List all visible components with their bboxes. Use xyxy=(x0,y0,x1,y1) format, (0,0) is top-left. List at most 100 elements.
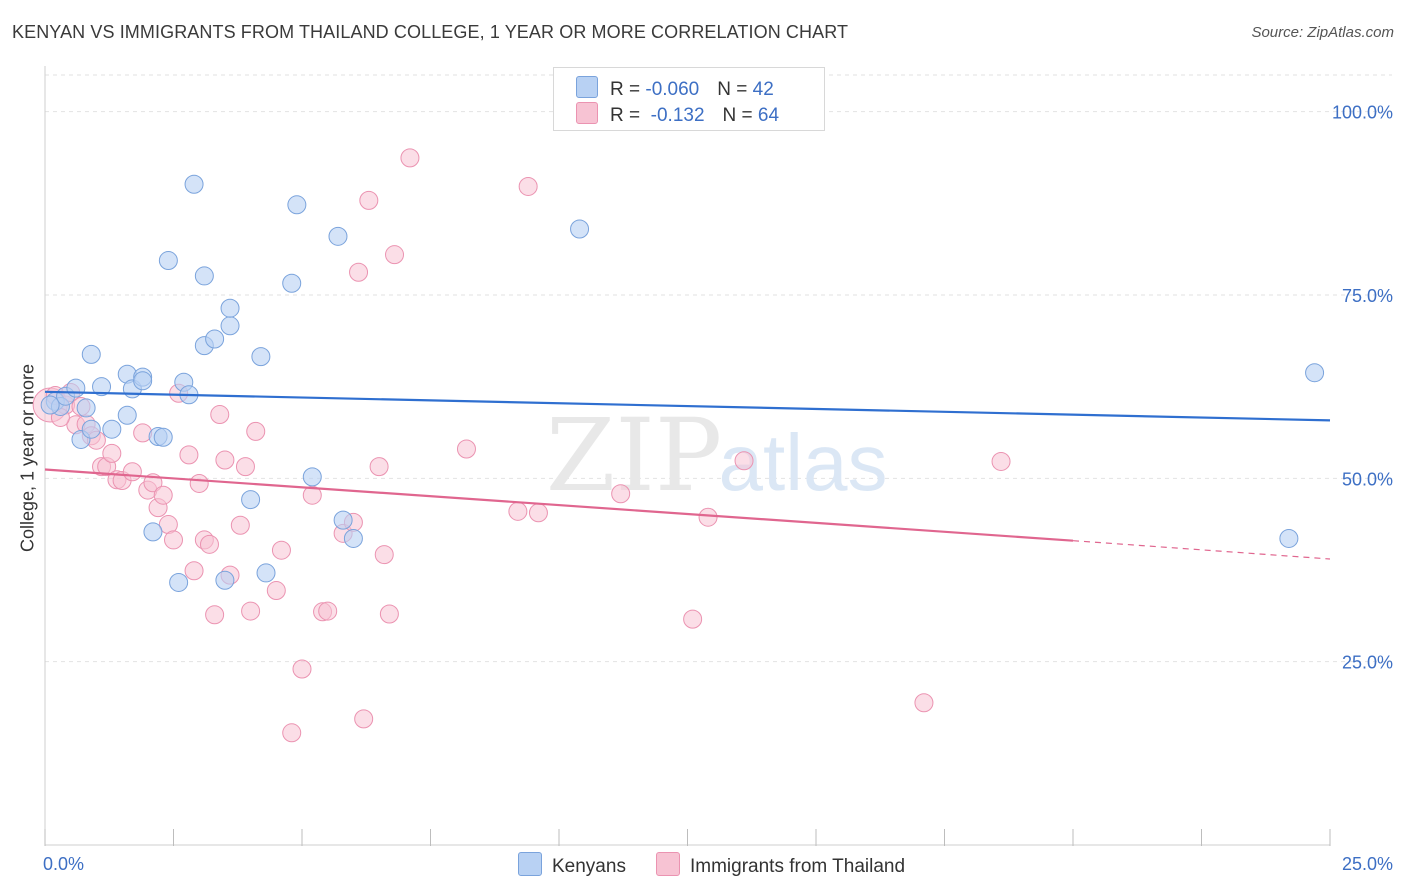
kenyans-point xyxy=(215,570,235,590)
source-credit: Source: ZipAtlas.com xyxy=(1251,24,1394,41)
thailand-point xyxy=(164,530,183,550)
kenyans-point xyxy=(302,467,322,487)
legend-n-value: 64 xyxy=(757,105,780,126)
thailand-point xyxy=(184,561,204,581)
thailand-point xyxy=(400,148,420,168)
thailand-point xyxy=(179,445,199,465)
legend-row-thailand: R = -0.132 N = 64 xyxy=(576,102,779,127)
legend-r-label: R = xyxy=(610,79,646,100)
kenyans-point xyxy=(1279,528,1299,548)
kenyans-point xyxy=(66,378,86,398)
thailand-point xyxy=(456,439,476,459)
thailand-point xyxy=(359,190,379,210)
thailand-point xyxy=(318,601,338,621)
kenyans-point xyxy=(220,316,240,336)
legend-swatch-thailand xyxy=(576,102,598,124)
kenyans-point xyxy=(81,344,101,364)
legend-label-kenyans: Kenyans xyxy=(552,856,626,877)
thailand-point xyxy=(210,405,230,425)
watermark-zip: ZIP xyxy=(546,397,722,514)
kenyans-point xyxy=(205,329,225,349)
thailand-point xyxy=(189,473,209,493)
kenyans-point xyxy=(251,347,271,367)
kenyans-point xyxy=(333,510,353,530)
thailand-point xyxy=(354,709,374,729)
x-tick-label: 25.0% xyxy=(1342,854,1393,874)
thailand-point xyxy=(235,457,255,477)
thailand-trend-line xyxy=(44,468,1074,542)
thailand-point xyxy=(379,604,399,624)
legend-n-label: N = xyxy=(717,79,753,100)
bottom-legend-kenyans: Kenyans xyxy=(518,852,626,878)
legend-row-kenyans: R = -0.060 N = 42 xyxy=(576,76,774,101)
kenyans-point xyxy=(117,405,137,425)
thailand-point xyxy=(369,457,389,477)
thailand-point xyxy=(508,501,528,521)
thailand-point xyxy=(102,443,122,463)
y-tick-label: 100.0% xyxy=(1332,103,1393,123)
thailand-point xyxy=(215,450,235,470)
thailand-point xyxy=(153,485,173,505)
watermark: ZIP atlas xyxy=(546,397,888,514)
legend-r-value: -0.060 xyxy=(645,79,700,100)
kenyans-point xyxy=(92,377,112,397)
kenyans-point xyxy=(158,251,178,271)
kenyans-point xyxy=(143,522,163,542)
thailand-point xyxy=(683,609,703,629)
kenyans-point xyxy=(133,371,153,391)
kenyans-point xyxy=(194,266,214,286)
legend-r-label: R = xyxy=(610,105,646,126)
thailand-point xyxy=(611,484,631,504)
bottom-legend-thailand: Immigrants from Thailand xyxy=(656,852,905,878)
thailand-point xyxy=(230,515,250,535)
kenyans-point xyxy=(256,563,276,583)
kenyans-point xyxy=(102,419,122,439)
legend-n-label: N = xyxy=(722,105,758,126)
legend-swatch-thailand xyxy=(656,852,680,876)
kenyans-point xyxy=(287,195,307,215)
thailand-point xyxy=(528,503,548,523)
correlation-legend: R = -0.060 N = 42 R = -0.132 N = 64 xyxy=(553,67,825,131)
kenyans-point xyxy=(76,398,96,418)
trend-lines xyxy=(44,390,1331,560)
thailand-point xyxy=(518,176,538,196)
kenyans-point xyxy=(81,419,101,439)
thailand-point xyxy=(271,540,291,560)
thailand-point xyxy=(122,462,142,482)
kenyans-point xyxy=(343,528,363,548)
thailand-point xyxy=(734,451,754,471)
thailand-trend-extension xyxy=(1072,540,1331,560)
legend-r-value: -0.132 xyxy=(645,105,705,126)
kenyans-point xyxy=(282,273,302,293)
thailand-point xyxy=(246,421,266,441)
thailand-point xyxy=(991,451,1011,471)
tick-labels: 25.0% 50.0% 75.0% 100.0% 0.0% 25.0% xyxy=(43,103,1393,874)
kenyans-point xyxy=(241,490,261,510)
thailand-point xyxy=(349,262,369,282)
kenyans-point xyxy=(328,226,348,246)
thailand-point xyxy=(374,545,394,565)
kenyans-point xyxy=(40,395,60,415)
thailand-point xyxy=(199,534,219,554)
legend-swatch-kenyans xyxy=(576,76,598,98)
kenyans-point xyxy=(153,427,173,447)
x-tick-label: 0.0% xyxy=(43,854,84,874)
kenyans-trend-line xyxy=(44,390,1331,422)
grid-lines xyxy=(45,74,1392,663)
kenyans-point xyxy=(169,572,189,592)
thailand-point xyxy=(698,507,718,527)
thailand-point xyxy=(282,723,302,743)
legend-n-value: 42 xyxy=(752,79,774,100)
axes xyxy=(44,66,1331,846)
chart-title: KENYAN VS IMMIGRANTS FROM THAILAND COLLE… xyxy=(12,22,849,42)
thailand-point xyxy=(241,601,261,621)
y-tick-label: 75.0% xyxy=(1342,286,1393,306)
thailand-point xyxy=(266,581,286,601)
kenyans-point xyxy=(220,298,240,318)
thailand-point xyxy=(385,245,405,265)
legend-label-thailand: Immigrants from Thailand xyxy=(690,856,906,877)
kenyans-point xyxy=(184,174,204,194)
series-kenyans-points xyxy=(40,174,1325,592)
thailand-point xyxy=(914,693,934,713)
kenyans-point xyxy=(1305,363,1325,383)
